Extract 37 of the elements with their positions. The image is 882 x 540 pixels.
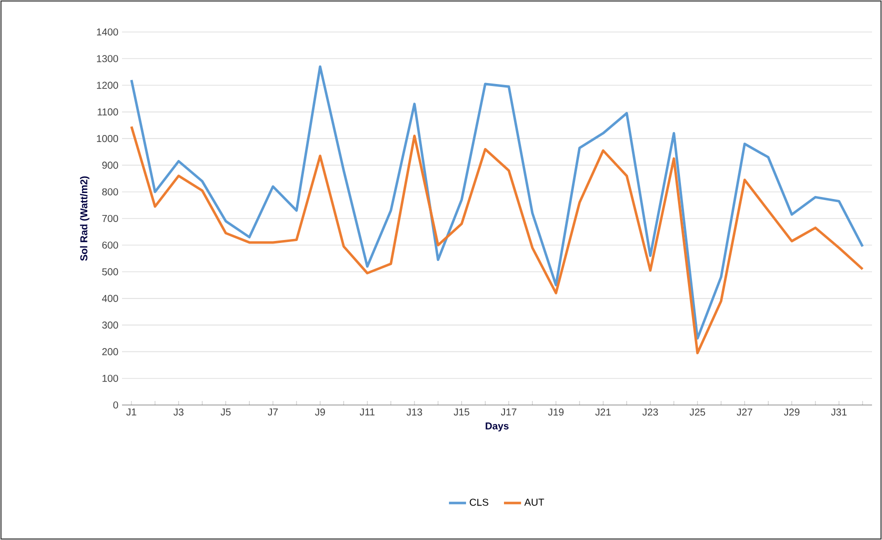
x-tick-label: J27 [736,408,752,416]
y-tick-label: 700 [102,214,118,222]
x-tick-label: J3 [173,408,184,416]
x-tick-label: J15 [454,408,470,416]
x-tick-label: J13 [406,408,422,416]
y-tick-label: 600 [102,242,118,249]
x-tick-label: J31 [831,408,847,416]
y-tick-label: 500 [102,268,118,276]
x-tick-label: J17 [500,408,516,416]
x-tick-label: J19 [548,408,564,416]
x-tick-label: J5 [220,408,231,416]
y-tick-label: 100 [102,374,118,382]
x-tick-label: J25 [690,408,706,416]
y-tick-label: 1400 [96,28,118,36]
x-tick-label: J23 [642,408,658,416]
y-tick-label: 900 [102,162,118,169]
legend-label: AUT [524,498,544,506]
y-tick-label: 0 [113,401,118,409]
x-tick-label: J11 [360,408,374,416]
y-tick-label: 1300 [96,55,118,62]
line-series [130,65,864,340]
x-tick-label: J21 [595,408,611,416]
y-tick-label: 1100 [98,108,118,116]
y-tick-label: 200 [102,348,118,356]
line-series [130,125,864,354]
y-tick-label: 1000 [96,135,118,142]
y-axis-title: Sol Rad (Watt/m2) [80,176,90,261]
x-tick-label: J1 [126,408,136,416]
x-axis-title: Days [486,422,509,432]
x-tick-label: J7 [268,408,278,416]
y-tick-label: 1200 [96,82,118,89]
y-tick-label: 300 [102,322,118,329]
x-tick-label: J29 [784,408,800,416]
y-tick-label: 800 [102,188,118,196]
legend-label: CLS [470,498,488,506]
x-tick-label: J9 [314,408,325,416]
y-tick-label: 400 [102,294,118,302]
